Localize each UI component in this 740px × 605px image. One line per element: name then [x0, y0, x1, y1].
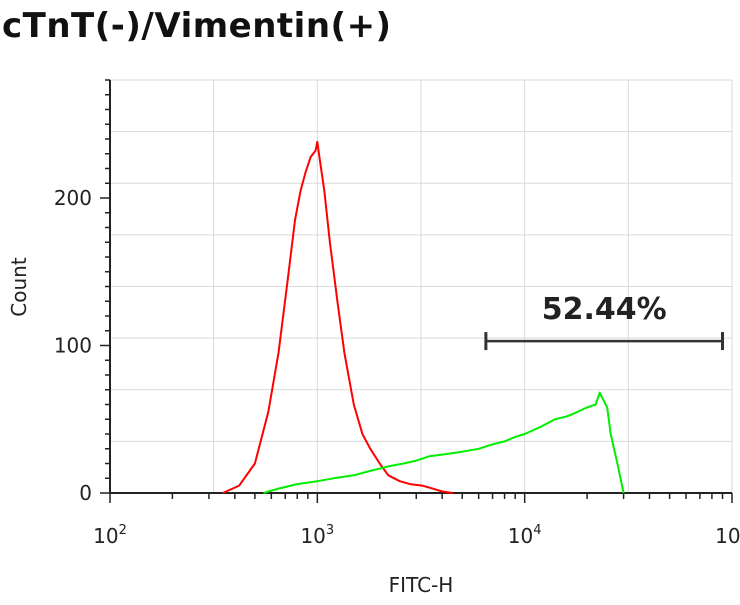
series-line-2 [263, 391, 625, 494]
y-axis-label: Count [7, 257, 31, 317]
x-tick-label: 105 [715, 523, 740, 548]
series-line-1 [222, 140, 453, 494]
series-group [222, 140, 625, 494]
x-tick-label-base: 10 [93, 524, 118, 548]
gate-group: 52.44% [484, 292, 725, 351]
y-tick-label: 0 [79, 481, 92, 505]
x-tick-label-exponent: 4 [533, 523, 541, 538]
y-tick-label: 100 [54, 334, 92, 358]
x-tick-label-exponent: 3 [326, 523, 334, 538]
x-tick-label-exponent: 2 [119, 523, 127, 538]
x-tick-label: 102 [93, 523, 127, 548]
grid-lines [110, 79, 733, 493]
x-axis-label: FITC-H [389, 573, 454, 597]
x-tick-label: 104 [508, 523, 542, 548]
gate-percentage-label: 52.44% [542, 292, 667, 327]
x-tick-label-base: 10 [715, 524, 740, 548]
tick-labels: 1021031041050100200 [54, 186, 740, 548]
x-tick-label-base: 10 [508, 524, 533, 548]
x-tick-label-base: 10 [300, 524, 325, 548]
chart-title: cTnT(-)/Vimentin(+) [2, 6, 392, 46]
tick-marks [100, 79, 733, 503]
x-tick-label: 103 [300, 523, 334, 548]
y-tick-label: 200 [54, 186, 92, 210]
